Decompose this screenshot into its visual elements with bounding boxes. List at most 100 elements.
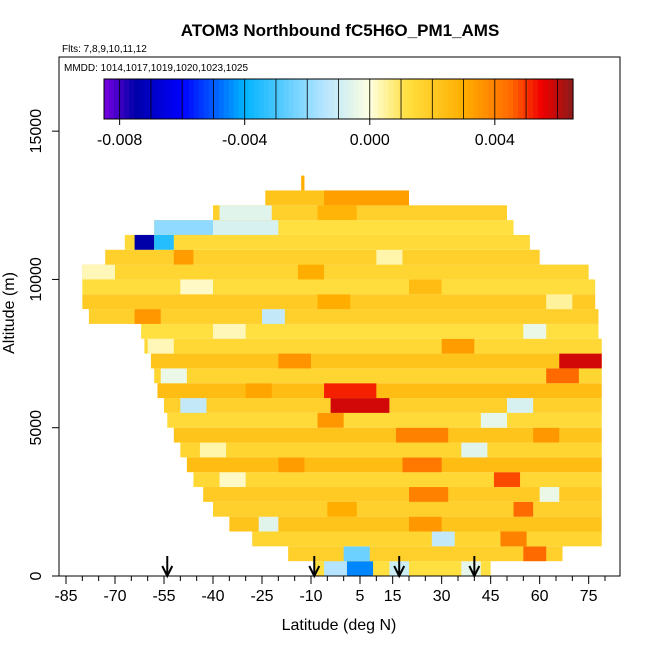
colorbar-cell [313, 79, 320, 119]
heat-patch [346, 561, 374, 576]
colorbar-cell [543, 79, 549, 119]
y-tick-label: 5000 [28, 410, 45, 446]
colorbar-cell [283, 79, 290, 119]
heatmap-layer [82, 175, 602, 576]
heat-patch [213, 323, 246, 339]
colorbar-cell [488, 79, 494, 119]
colorbar-cell [463, 79, 469, 119]
colorbar: -0.008 -0.004 0.000 0.004 [97, 78, 574, 149]
colorbar-cell [483, 79, 489, 119]
heat-patch [173, 249, 194, 265]
colorbar-cell [163, 79, 170, 119]
colorbar-cell [138, 79, 145, 119]
x-tick-label: 75 [580, 588, 598, 605]
plot-frame [58, 56, 621, 577]
colorbar-cell [453, 79, 459, 119]
y-tick-label: 15000 [28, 109, 45, 154]
heat-patch [402, 457, 442, 473]
heat-patch [258, 516, 279, 532]
colorbar-cell [213, 79, 220, 119]
colorbar-cell [218, 79, 225, 119]
heat-patch [160, 368, 187, 384]
heat-band [144, 338, 602, 354]
colorbar-cell [158, 79, 165, 119]
heat-band [82, 279, 596, 295]
y-axis: 0 5000 10000 15000 [28, 109, 59, 580]
colorbar-cell [133, 79, 140, 119]
colorbar-cell [563, 79, 569, 119]
colorbar-cell [198, 79, 205, 119]
heat-band [213, 205, 507, 221]
heat-band [88, 309, 599, 324]
colorbar-cell [413, 79, 419, 119]
x-tick-label: -70 [103, 588, 126, 605]
heat-patch [134, 234, 155, 250]
x-tick-label: 60 [531, 588, 549, 605]
heat-patch [278, 353, 311, 369]
colorbar-cell [148, 79, 155, 119]
heat-patch [523, 546, 547, 562]
y-axis-label: Altitude (m) [1, 272, 18, 354]
colorbar-cell [318, 79, 325, 119]
heat-patch [441, 338, 475, 354]
colorbar-cell [458, 79, 464, 119]
colorbar-cell [288, 79, 295, 119]
colorbar-cell [553, 79, 559, 119]
heat-patch [376, 249, 403, 265]
heat-band [203, 487, 602, 502]
heat-patch [154, 220, 213, 235]
colorbar-cell [338, 79, 345, 119]
colorbar-cell [388, 79, 394, 119]
colorbar-cell [253, 79, 260, 119]
heat-patch [539, 487, 560, 502]
heat-band [288, 546, 563, 562]
colorbar-cell [228, 79, 235, 119]
colorbar-cell [113, 79, 120, 119]
colorbar-cell [538, 79, 544, 119]
colorbar-cell [383, 79, 389, 119]
heat-patch [327, 501, 357, 517]
heat-patch [330, 398, 390, 413]
heat-band [167, 412, 602, 428]
colorbar-cell [223, 79, 230, 119]
colorbar-cell [298, 79, 305, 119]
heat-patch [343, 546, 370, 562]
x-tick-label: 5 [356, 588, 365, 605]
heat-patch [199, 442, 227, 458]
heat-patch [219, 205, 272, 221]
colorbar-cell [393, 79, 399, 119]
heat-patch [147, 338, 174, 354]
heat-band [180, 442, 602, 458]
heat-patch [134, 309, 161, 324]
colorbar-cell [423, 79, 429, 119]
heat-patch [317, 412, 344, 428]
heat-patch [180, 279, 213, 295]
colorbar-cell [104, 79, 110, 119]
colorbar-cell [328, 79, 335, 119]
colorbar-cell [203, 79, 210, 119]
colorbar-cell [248, 79, 255, 119]
x-tick-label: -85 [54, 588, 77, 605]
colorbar-cell [428, 79, 434, 119]
colorbar-cell [128, 79, 135, 119]
x-tick-label: -40 [201, 588, 224, 605]
heat-patch [493, 472, 521, 488]
colorbar-cell [333, 79, 340, 119]
heat-band [193, 472, 602, 488]
colorbar-cell [418, 79, 424, 119]
heat-patch [395, 427, 449, 443]
x-tick-label: -10 [299, 588, 322, 605]
x-axis: -85 -70 -55 -40 -25 -10 5 15 30 45 60 75 [54, 576, 606, 605]
flights-note: Flts: 7,8,9,10,11,12 [62, 44, 147, 55]
heat-patch [324, 383, 377, 399]
heat-band [154, 368, 602, 384]
colorbar-cell [438, 79, 444, 119]
y-tick-label: 10000 [28, 257, 45, 302]
heat-patch [523, 323, 547, 339]
colorbar-tick-label: 0.000 [350, 132, 390, 149]
heat-band [252, 531, 602, 547]
colorbar-cell [568, 79, 574, 119]
colorbar-cell [343, 79, 350, 119]
colorbar-cell [183, 79, 190, 119]
